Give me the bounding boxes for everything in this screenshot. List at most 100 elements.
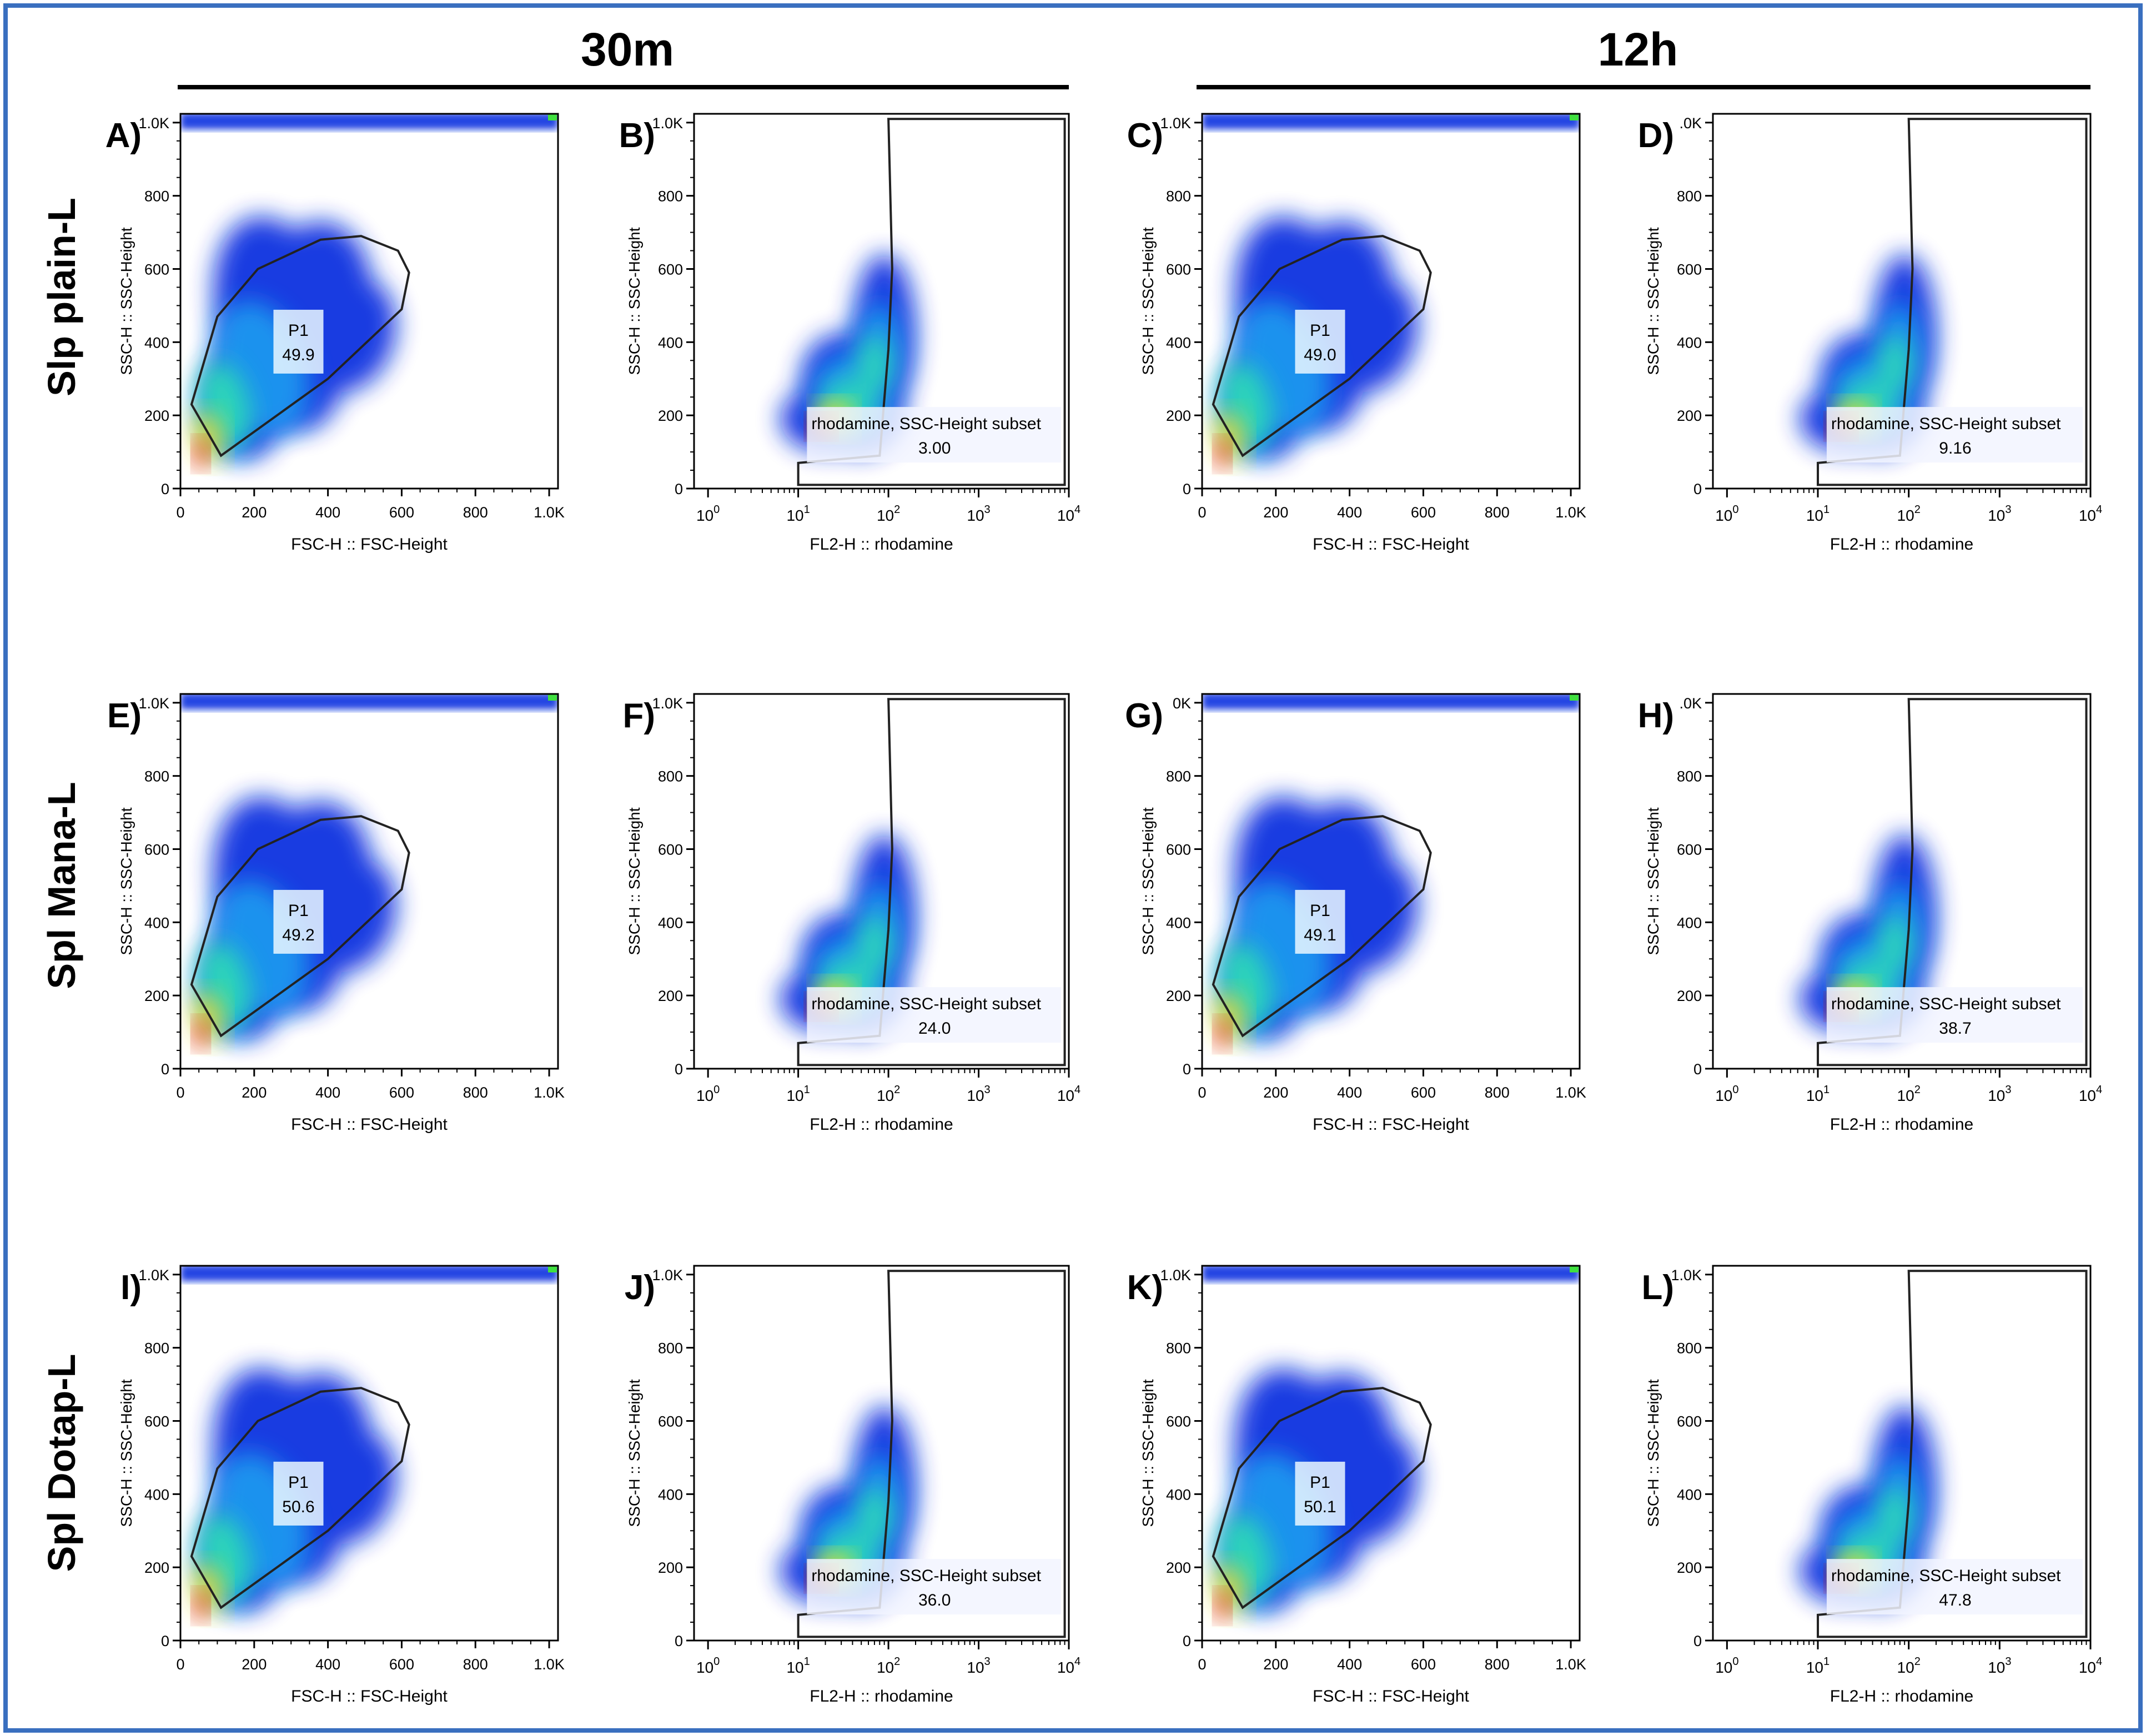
y-tick-label: 0 [161, 1633, 169, 1649]
x-tick-label: 103 [1988, 1084, 2011, 1104]
y-axis-label: SSC-H :: SSC-Height [118, 807, 135, 955]
y-tick-label: 200 [658, 988, 683, 1004]
x-tick-label: 600 [389, 1084, 414, 1101]
x-tick-label: 0 [176, 1084, 184, 1101]
gate-label: P1 49.0 [1295, 309, 1345, 374]
panel-k: P1 50.1 0 200 400 600 800 1.0K 0 200 400 600 800 1.0K… [1127, 1265, 1586, 1705]
density-blob [1325, 1430, 1418, 1544]
density-blob [193, 1591, 208, 1621]
gate-polygon-p1[interactable] [1212, 235, 1432, 457]
x-tick-label: 100 [1715, 1656, 1738, 1676]
density-blob [1325, 858, 1418, 972]
x-tick-label: 400 [1337, 504, 1362, 521]
x-tick-label: 103 [1988, 504, 2011, 524]
x-tick-label: 0 [1198, 504, 1206, 521]
gate-polygon-p1[interactable] [190, 1387, 410, 1609]
gate-polygon-rhodamine[interactable] [1817, 118, 2088, 486]
x-axis-label: FSC-H :: FSC-Height [291, 1687, 448, 1705]
gate-label: P1 49.2 [273, 889, 324, 954]
plot-frame [1712, 693, 2092, 1070]
y-axis-label: SSC-H :: SSC-Height [1645, 227, 1662, 375]
y-tick-label: 1.0K [1671, 1267, 1702, 1284]
y-tick-label: 800 [144, 1340, 169, 1357]
y-axis-label: SSC-H :: SSC-Height [1645, 807, 1662, 955]
panel-j: rhodamine, SSC-Height subset 36.0 0 200 400 6… [625, 1265, 1080, 1705]
gate-polygon-rhodamine[interactable] [1817, 1270, 2088, 1638]
gate-value: 3.00 [918, 439, 951, 457]
x-tick-label: 1.0K [1555, 1656, 1586, 1673]
y-tick-label: 600 [144, 841, 169, 858]
y-tick-label: 600 [144, 1413, 169, 1430]
gate-value: 49.9 [282, 346, 314, 364]
gate-polygon-p1[interactable] [1212, 815, 1432, 1038]
panel-letter: I) [120, 1269, 142, 1307]
gate-name: P1 [288, 1473, 309, 1492]
gate-polygon-p1[interactable] [1212, 1387, 1432, 1609]
y-tick-label: 200 [658, 407, 683, 424]
gate-label: P1 50.6 [273, 1461, 324, 1526]
y-axis-label: SSC-H :: SSC-Height [626, 1379, 643, 1527]
gate-label: rhodamine, SSC-Height subset 24.0 [807, 987, 1061, 1043]
density-blob [858, 1487, 891, 1546]
density-blob [1878, 915, 1911, 974]
gate-label: rhodamine, SSC-Height subset 38.7 [1826, 987, 2083, 1043]
gate-value: 47.8 [1939, 1591, 1971, 1609]
x-tick-label: 400 [315, 1656, 340, 1673]
y-tick-label: 0 [1183, 1061, 1191, 1078]
plot-frame [179, 1265, 559, 1642]
y-tick-label: 200 [1166, 988, 1191, 1004]
plot-frame [693, 113, 1070, 490]
y-tick-label: 1.0K [652, 115, 683, 132]
gate-value: 50.1 [1304, 1498, 1336, 1516]
saturation-corner [1570, 114, 1579, 120]
density-blob [1215, 1591, 1230, 1621]
density-blob [304, 278, 396, 392]
gate-polygon-p1[interactable] [190, 815, 410, 1038]
gate-polygon-rhodamine[interactable] [797, 698, 1066, 1066]
plot-frame [693, 1265, 1070, 1642]
x-tick-label: 101 [1806, 1084, 1830, 1104]
x-tick-label: 800 [1485, 504, 1510, 521]
gate-value: 49.1 [1304, 926, 1336, 944]
y-tick-label: 400 [144, 1486, 169, 1503]
saturation-band [180, 1266, 558, 1281]
y-tick-label: 600 [1166, 841, 1191, 858]
x-tick-label: 800 [463, 1656, 488, 1673]
density-blob [1215, 439, 1230, 469]
saturation-corner [548, 1266, 557, 1272]
gate-polygon-rhodamine[interactable] [797, 118, 1066, 486]
gate-polygon-rhodamine[interactable] [797, 1270, 1066, 1638]
x-tick-label: 102 [877, 1084, 900, 1104]
y-axis-label: SSC-H :: SSC-Height [1139, 807, 1157, 955]
gate-value: 36.0 [918, 1591, 951, 1609]
saturation-band [1202, 114, 1580, 129]
plot-frame [179, 113, 559, 490]
gate-name: rhodamine, SSC-Height subset [811, 995, 1041, 1013]
gate-label: rhodamine, SSC-Height subset 47.8 [1826, 1559, 2083, 1615]
plot-frame [1201, 113, 1581, 490]
plot-frame [179, 693, 559, 1070]
gate-polygon-rhodamine[interactable] [1817, 698, 2088, 1066]
panel-b: rhodamine, SSC-Height subset 3.00 0 200 400 6… [619, 113, 1080, 553]
panel-letter: H) [1638, 697, 1674, 735]
x-tick-label: 103 [1988, 1656, 2011, 1676]
saturation-band [1202, 1266, 1580, 1281]
x-tick-label: 104 [1057, 504, 1080, 524]
y-tick-label: 0 [675, 1633, 683, 1649]
y-tick-label: 1.0K [138, 695, 169, 712]
y-tick-label: 400 [658, 334, 683, 351]
y-tick-label: 200 [144, 988, 169, 1004]
y-axis-label: SSC-H :: SSC-Height [1645, 1379, 1662, 1527]
y-tick-label: 400 [144, 334, 169, 351]
y-axis-label: SSC-H :: SSC-Height [118, 1379, 135, 1527]
header-12h-text: 12h [1598, 23, 1678, 76]
saturation-corner [1570, 694, 1579, 701]
gate-name: rhodamine, SSC-Height subset [811, 1567, 1041, 1585]
y-tick-label: 800 [144, 188, 169, 205]
gate-polygon-p1[interactable] [190, 235, 410, 457]
x-tick-label: 600 [1411, 504, 1436, 521]
saturation-corner [1570, 1266, 1579, 1272]
gate-label: rhodamine, SSC-Height subset 3.00 [807, 407, 1061, 463]
x-tick-label: 102 [1897, 1656, 1921, 1676]
